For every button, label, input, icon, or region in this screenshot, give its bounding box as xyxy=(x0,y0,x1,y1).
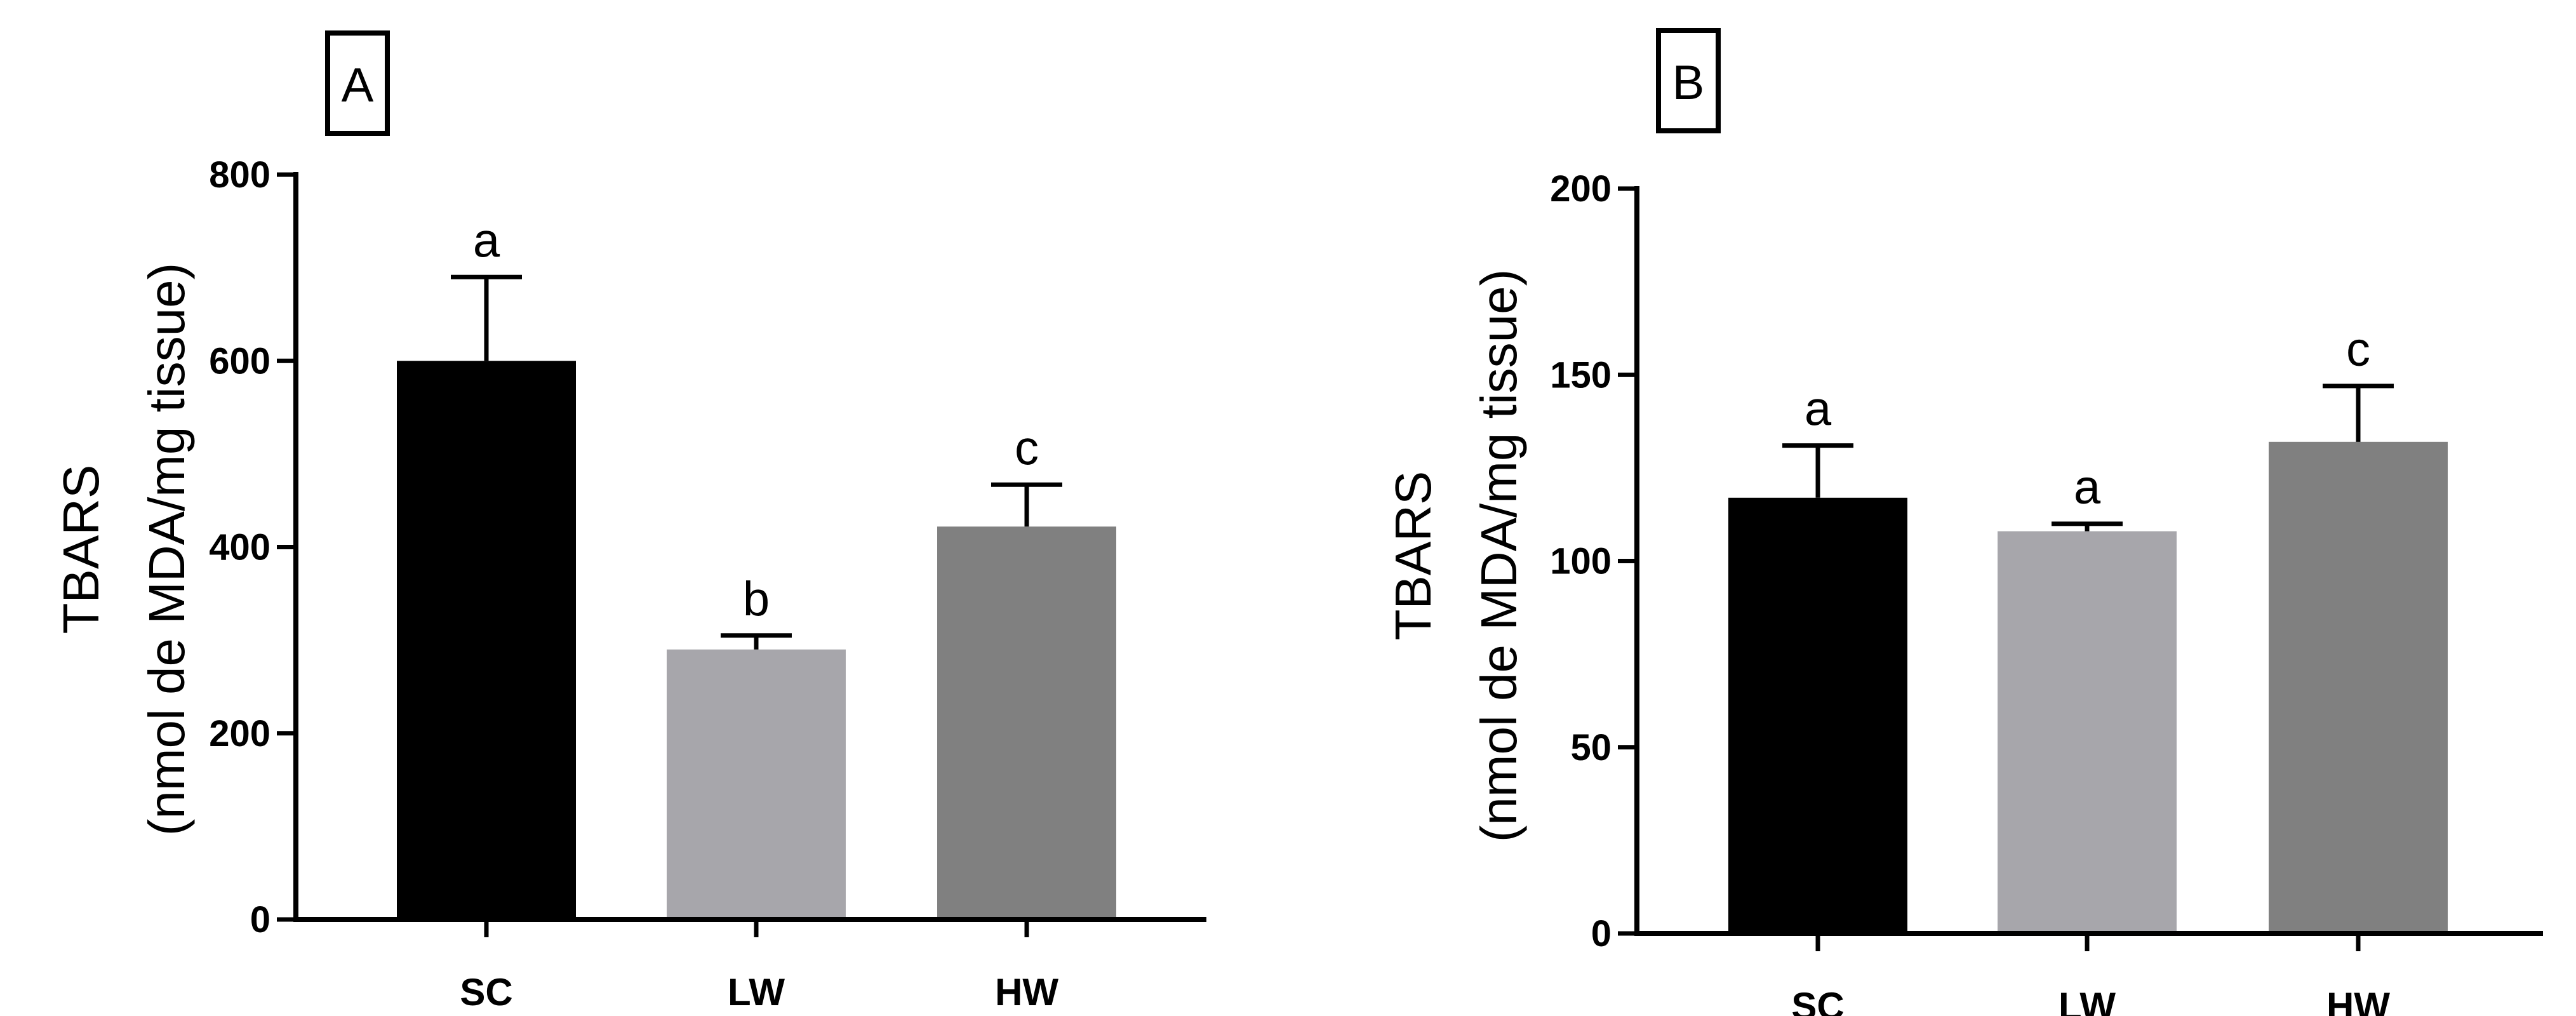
panel-b-label-box xyxy=(1656,28,1721,133)
chart-panel-b: B TBARS (nmol de MDA/mg tissue) a a c 0 50 1… xyxy=(1385,28,2543,1016)
panel-b-y-tick-label: 50 xyxy=(1570,727,1612,768)
panel-a-label-box xyxy=(325,30,390,136)
panel-a-x-tick-label-sc: SC xyxy=(460,971,512,1013)
panel-b-bar-hw xyxy=(2269,441,2448,933)
panel-a-bar-lw xyxy=(667,649,846,919)
panel-a-significance-sc: a xyxy=(473,213,500,267)
panel-a-significance-labels: a b c xyxy=(473,213,1039,626)
panel-a-significance-hw: c xyxy=(1015,421,1039,475)
panel-a-ylabel-line1: TBARS xyxy=(53,465,109,634)
panel-b-bars xyxy=(1728,441,2448,933)
panel-b-x-tick-label-sc: SC xyxy=(1791,985,1844,1016)
panel-b-ylabel-line1: TBARS xyxy=(1385,471,1441,641)
panel-b-bar-lw xyxy=(1998,531,2177,933)
panel-b-y-ticks: 0 50 100 150 200 xyxy=(1550,168,1637,954)
panel-a-x-ticks: SC LW HW xyxy=(460,919,1058,1013)
panel-a-y-axis-title: TBARS (nmol de MDA/mg tissue) xyxy=(53,263,195,836)
panel-b-ylabel-line2: (nmol de MDA/mg tissue) xyxy=(1471,269,1527,842)
panel-b-x-tick-label-lw: LW xyxy=(2059,985,2116,1016)
panel-a-y-tick-label: 200 xyxy=(209,713,270,754)
panel-b-y-tick-label: 150 xyxy=(1550,354,1612,396)
panel-b-significance-sc: a xyxy=(1805,382,1832,436)
panel-a-bar-sc xyxy=(397,361,576,919)
panel-b-significance-labels: a a c xyxy=(1805,323,2370,514)
panel-b-y-tick-label: 0 xyxy=(1591,913,1612,954)
panel-a-y-tick-label: 400 xyxy=(209,527,270,568)
panel-a-y-ticks: 0 200 400 600 800 xyxy=(209,154,296,940)
panel-b-y-axis-title: TBARS (nmol de MDA/mg tissue) xyxy=(1385,269,1527,842)
panel-a-x-tick-label-lw: LW xyxy=(728,971,785,1013)
panel-b-error-bars xyxy=(1782,384,2394,531)
panel-b-significance-lw: a xyxy=(2074,460,2101,514)
panel-a-x-tick-label-hw: HW xyxy=(995,971,1058,1013)
panel-a-ylabel-line2: (nmol de MDA/mg tissue) xyxy=(138,263,195,836)
panel-b-significance-hw: c xyxy=(2346,323,2370,377)
panel-b-y-tick-label: 200 xyxy=(1550,168,1612,210)
panel-a-significance-lw: b xyxy=(743,572,770,626)
panel-b-label: B xyxy=(1672,56,1705,110)
panel-a-y-tick-label: 600 xyxy=(209,340,270,382)
panel-b-bar-sc xyxy=(1728,497,1907,933)
panel-a-error-bars xyxy=(451,274,1062,650)
panel-b-y-tick-label: 100 xyxy=(1550,541,1612,582)
panel-a-y-tick-label: 800 xyxy=(209,154,270,196)
panel-a-bars xyxy=(397,361,1116,919)
panel-a-label: A xyxy=(342,58,374,112)
chart-panel-a: A TBARS (nmol de MDA/mg tissue) a b c 0 200… xyxy=(53,30,1206,1013)
panel-a-bar-hw xyxy=(937,526,1116,919)
panel-b-x-ticks: SC LW HW xyxy=(1791,933,2390,1016)
panel-a-y-tick-label: 0 xyxy=(250,899,270,940)
panel-b-x-tick-label-hw: HW xyxy=(2326,985,2390,1016)
